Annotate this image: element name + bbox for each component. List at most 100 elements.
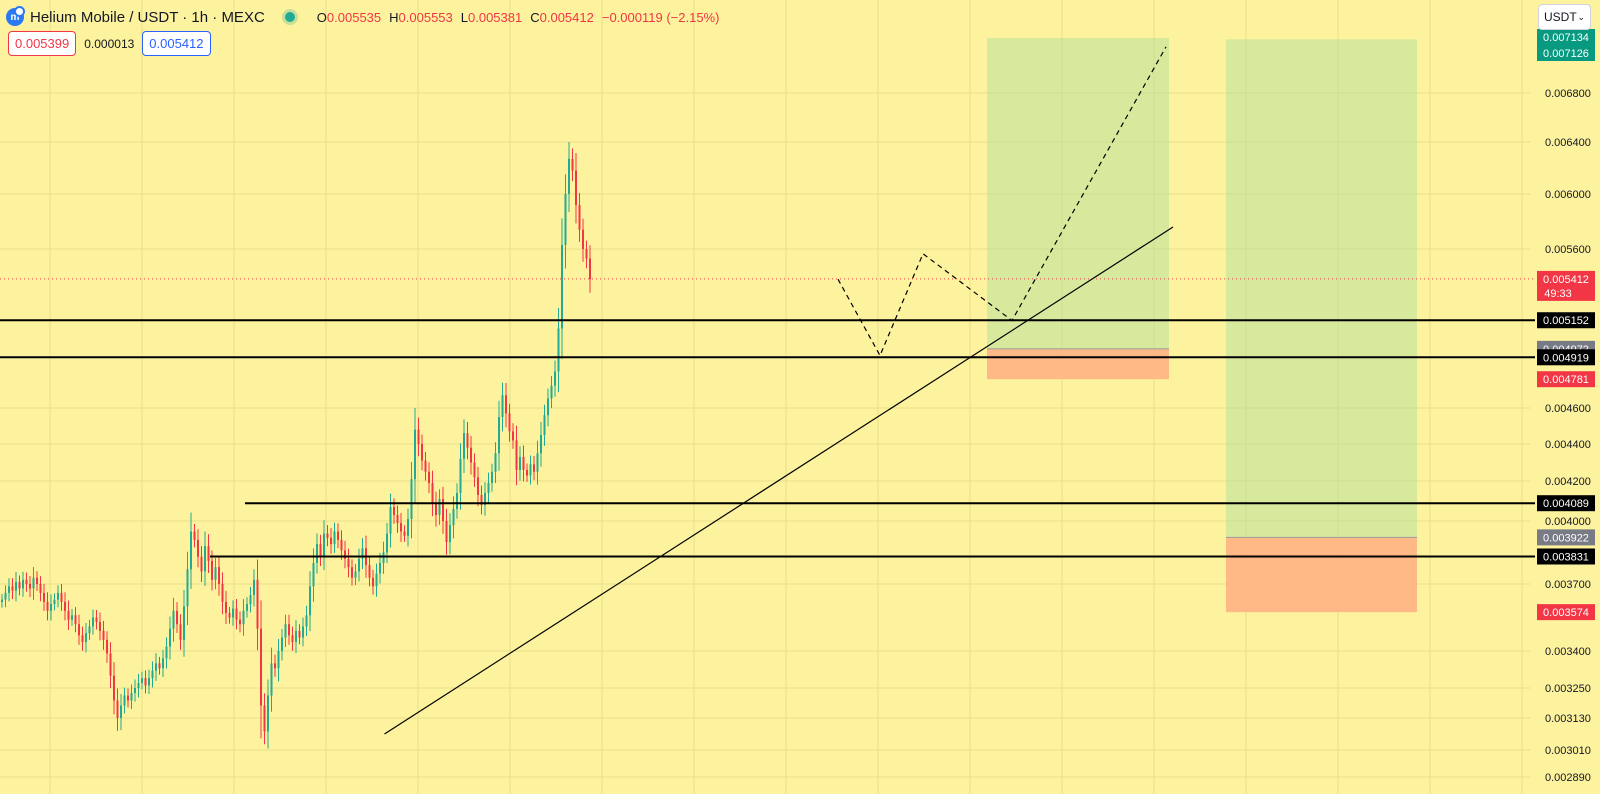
- candle-body: [176, 610, 178, 625]
- candle-body: [263, 705, 266, 732]
- candle-body: [568, 158, 570, 194]
- candle-body: [319, 544, 322, 557]
- price-tick-label: 0.003400: [1545, 646, 1591, 658]
- candle-body: [169, 628, 171, 647]
- candle-body: [256, 579, 259, 629]
- candle-body: [463, 433, 465, 459]
- candle-body: [316, 544, 318, 563]
- price-label-text: 0.007126: [1543, 48, 1589, 60]
- drawings: [0, 46, 1535, 735]
- candle-body: [214, 567, 217, 580]
- candle-body: [536, 453, 539, 472]
- candle-body: [193, 531, 196, 540]
- low-value: 0.005381: [468, 9, 523, 25]
- price-label-box: [1537, 349, 1595, 366]
- candle-body: [557, 328, 560, 372]
- sell-button[interactable]: 0.005399: [8, 31, 77, 56]
- candle-body: [22, 579, 24, 589]
- buy-button[interactable]: 0.005412: [142, 31, 211, 56]
- candle-body: [424, 460, 427, 472]
- candle-body: [512, 431, 514, 441]
- stop-zone: [987, 348, 1169, 380]
- candle-body: [8, 586, 10, 593]
- candle-body: [351, 567, 353, 578]
- candle-body: [78, 624, 80, 636]
- candle-body: [172, 610, 175, 629]
- candle-body: [218, 567, 220, 584]
- candle-body: [281, 637, 283, 651]
- candle-body: [29, 584, 31, 589]
- grid: [0, 0, 1530, 794]
- candle-body: [207, 546, 210, 561]
- trendline: [384, 226, 1174, 735]
- candle-body: [526, 469, 528, 476]
- candle-body: [459, 458, 462, 493]
- currency-select[interactable]: USDT ⌄: [1538, 4, 1591, 30]
- candle-body: [414, 429, 416, 480]
- candle-body: [151, 670, 154, 679]
- candle-body: [123, 695, 126, 706]
- candle-body: [344, 550, 346, 559]
- candle-body: [158, 663, 161, 669]
- candle-body: [274, 663, 276, 669]
- price-label-text: 0.004919: [1543, 352, 1589, 364]
- price-label-box: [1537, 29, 1595, 45]
- candle-body: [221, 584, 224, 602]
- candle-body: [102, 630, 105, 640]
- candle-body: [529, 464, 532, 476]
- market-open-status-icon[interactable]: [284, 12, 295, 22]
- price-tick-label: 0.004000: [1545, 516, 1591, 528]
- candle-body: [372, 577, 374, 587]
- candle-body: [53, 599, 56, 605]
- candle-body: [522, 456, 525, 470]
- candle-body: [533, 464, 535, 472]
- candle-body: [515, 440, 518, 470]
- high-label: H: [389, 9, 399, 25]
- candle-body: [389, 507, 392, 534]
- price-label-box: [1537, 548, 1595, 565]
- candle-body: [543, 415, 546, 435]
- candle-body: [155, 663, 157, 671]
- candle-body: [253, 579, 255, 596]
- price-label-text: 0.007134: [1543, 32, 1589, 44]
- candle-body: [74, 615, 77, 625]
- candle-body: [550, 385, 553, 399]
- candle-body: [179, 624, 182, 640]
- candle-body: [141, 678, 143, 684]
- symbol-title[interactable]: Helium Mobile / USDT · 1h · MEXC: [30, 8, 265, 26]
- price-label-text: 0.003574: [1543, 607, 1589, 619]
- candle-body: [144, 678, 147, 686]
- candles: [1, 142, 591, 749]
- candle-body: [148, 678, 150, 686]
- candle-body: [284, 624, 287, 638]
- candle-body: [95, 617, 98, 622]
- candle-body: [379, 563, 381, 574]
- candle-body: [200, 556, 203, 572]
- candle-body: [116, 700, 119, 718]
- candle-body: [540, 435, 542, 454]
- candle-body: [291, 635, 294, 643]
- candle-body: [249, 595, 252, 605]
- candle-body: [410, 479, 413, 519]
- candle-body: [162, 658, 164, 669]
- candle-body: [43, 592, 45, 602]
- candle-body: [561, 244, 563, 329]
- candle-body: [347, 558, 350, 568]
- price-tick-label: 0.006800: [1545, 88, 1591, 100]
- change-value: −0.000119 (−2.15%): [601, 9, 720, 25]
- candle-body: [564, 194, 567, 245]
- helium-logo-icon: m: [6, 6, 25, 26]
- candle-body: [232, 608, 234, 618]
- candle-body: [477, 477, 479, 495]
- target-zone: [1226, 39, 1417, 538]
- countdown-text: 49:33: [1544, 288, 1572, 300]
- candle-body: [120, 705, 122, 718]
- candle-body: [305, 615, 308, 627]
- candle-body: [127, 695, 129, 701]
- projection-path: [837, 46, 1167, 357]
- candle-body: [99, 621, 101, 631]
- price-label-text: 0.004089: [1543, 498, 1589, 510]
- candle-body: [470, 447, 472, 463]
